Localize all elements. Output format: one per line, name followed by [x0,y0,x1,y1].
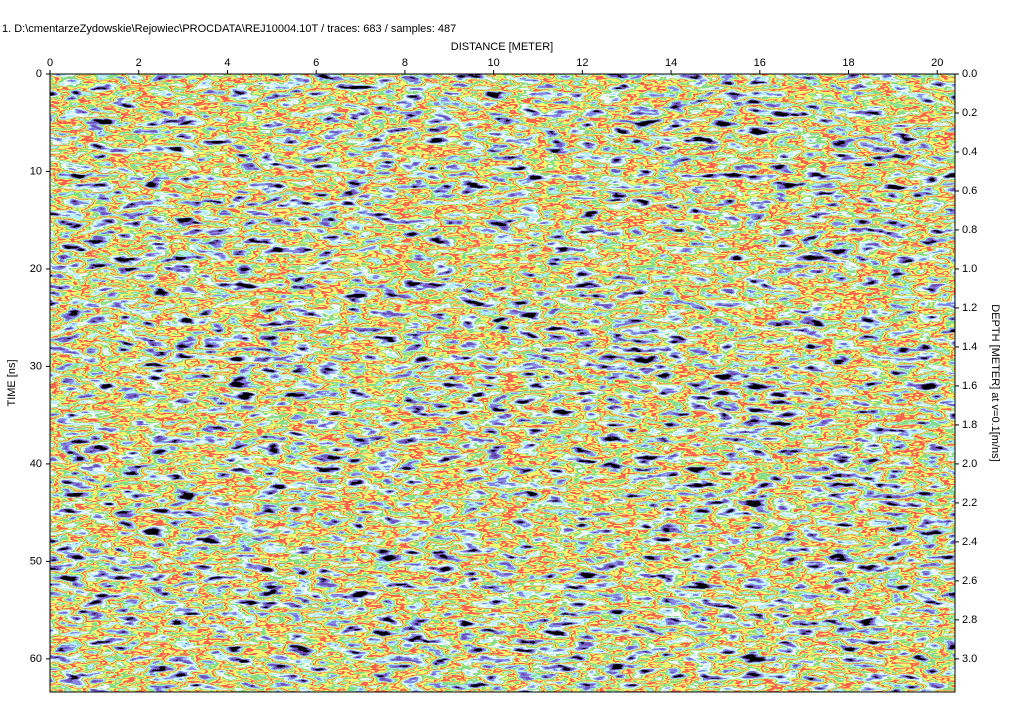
y2-tick-label: 2.4 [962,536,977,548]
y2-tick-label: 0.2 [962,107,977,119]
y-tick-label: 10 [30,165,42,177]
x-tick-label: 16 [754,57,766,69]
plot-frame [49,73,956,693]
x-tick-label: 18 [842,57,854,69]
chart-title: 1. D:\cmentarzeZydowskie\Rejowiec\PROCDA… [2,23,456,35]
y2-axis-label: DEPTH [METER] at v=0.1[m/ns] [989,304,1001,461]
x-tick-label: 4 [224,57,230,69]
x-tick-label: 14 [665,57,677,69]
y2-tick-label: 1.8 [962,419,977,431]
y-tick-label: 50 [30,555,42,567]
y-tick-label: 20 [30,263,42,275]
x-tick-label: 0 [47,57,53,69]
y2-tick-label: 0.4 [962,146,977,158]
x-tick-label: 10 [488,57,500,69]
y-tick-label: 60 [30,653,42,665]
x-tick-label: 6 [313,57,319,69]
y-tick-label: 30 [30,360,42,372]
y2-tick-label: 2.8 [962,614,977,626]
radargram-image [50,74,955,692]
y2-tick-label: 2.2 [962,497,977,509]
y2-tick-label: 1.2 [962,302,977,314]
y2-tick-label: 1.0 [962,263,977,275]
x-axis-label: DISTANCE [METER] [451,41,553,53]
y-axis-label: TIME [ns] [6,359,18,406]
y2-tick-label: 0.8 [962,224,977,236]
y2-tick-label: 0.6 [962,185,977,197]
y-tick-label: 40 [30,458,42,470]
y2-tick-label: 3.0 [962,653,977,665]
y2-tick-label: 2.0 [962,458,977,470]
x-tick-label: 12 [576,57,588,69]
y2-tick-label: 0.0 [962,68,977,80]
y2-tick-label: 1.6 [962,380,977,392]
x-tick-label: 20 [931,57,943,69]
y2-tick-label: 2.6 [962,575,977,587]
y2-tick-label: 1.4 [962,341,977,353]
x-tick-label: 8 [402,57,408,69]
x-tick-label: 2 [136,57,142,69]
y-tick-label: 0 [36,68,42,80]
